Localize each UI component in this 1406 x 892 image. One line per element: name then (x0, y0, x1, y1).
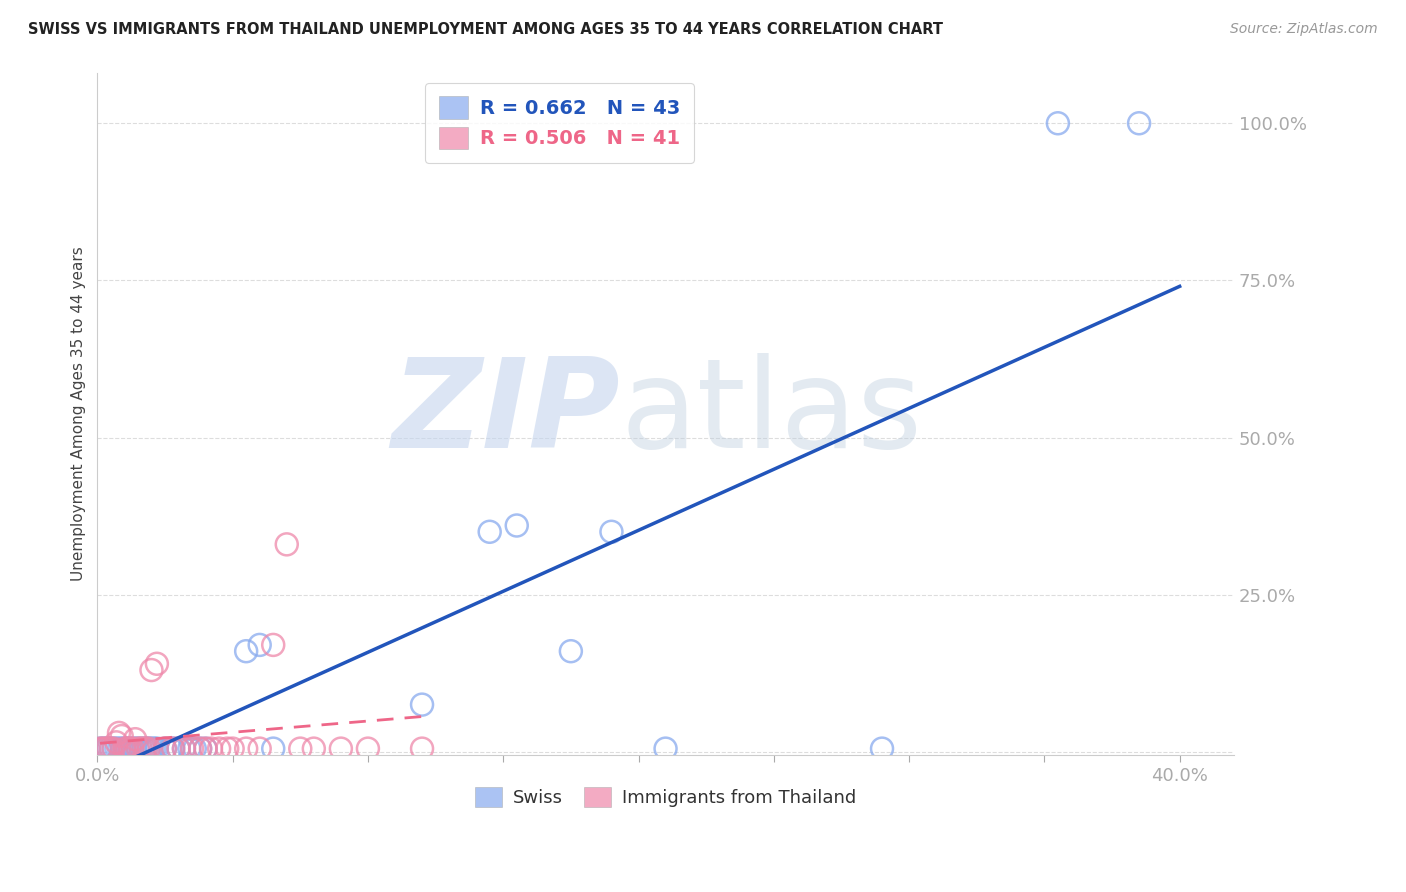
Point (141, 663, 163, 677)
Point (235, 644, 257, 658)
Point (112, 741, 135, 756)
Text: SWISS VS IMMIGRANTS FROM THAILAND UNEMPLOYMENT AMONG AGES 35 TO 44 YEARS CORRELA: SWISS VS IMMIGRANTS FROM THAILAND UNEMPL… (28, 22, 943, 37)
Point (111, 741, 134, 756)
Point (208, 741, 231, 756)
Point (217, 741, 239, 756)
Point (132, 741, 155, 756)
Point (153, 741, 176, 756)
Point (179, 741, 201, 756)
Point (91, 741, 114, 756)
Point (97, 741, 120, 756)
Point (262, 741, 284, 756)
Point (112, 741, 135, 756)
Legend: Swiss, Immigrants from Thailand: Swiss, Immigrants from Thailand (467, 780, 863, 814)
Point (141, 741, 163, 756)
Point (560, 644, 582, 658)
Point (506, 518, 529, 533)
Text: ZIP: ZIP (391, 353, 620, 475)
Point (159, 741, 181, 756)
Point (167, 741, 190, 756)
Point (146, 741, 169, 756)
Point (302, 741, 325, 756)
Point (184, 741, 207, 756)
Point (357, 741, 380, 756)
Point (173, 741, 195, 756)
Point (135, 741, 157, 756)
Point (153, 741, 176, 756)
Point (146, 657, 169, 671)
Point (121, 741, 143, 756)
Point (111, 729, 134, 743)
Point (188, 741, 211, 756)
Point (276, 537, 298, 551)
Point (121, 741, 143, 756)
Point (235, 741, 257, 756)
Point (194, 741, 217, 756)
Point (221, 741, 243, 756)
Point (200, 741, 222, 756)
Point (188, 741, 211, 756)
Point (162, 741, 184, 756)
Point (411, 741, 433, 756)
Point (124, 741, 146, 756)
Point (89, 741, 111, 756)
Point (167, 741, 190, 756)
Point (411, 698, 433, 712)
Text: atlas: atlas (620, 353, 922, 475)
Point (129, 741, 152, 756)
Point (127, 741, 149, 756)
Point (1128, 116, 1150, 130)
Point (138, 741, 160, 756)
Text: Source: ZipAtlas.com: Source: ZipAtlas.com (1230, 22, 1378, 37)
Point (138, 741, 160, 756)
Point (89, 741, 111, 756)
Point (118, 741, 141, 756)
Point (105, 735, 128, 749)
Point (194, 741, 217, 756)
Point (108, 726, 131, 740)
Point (249, 638, 271, 652)
Point (132, 741, 155, 756)
Point (143, 741, 166, 756)
Point (329, 741, 352, 756)
Point (100, 741, 122, 756)
Point (478, 524, 501, 539)
Point (105, 741, 128, 756)
Point (870, 741, 893, 756)
Point (129, 741, 152, 756)
Point (162, 741, 184, 756)
Point (94, 741, 117, 756)
Point (1046, 116, 1069, 130)
Point (290, 741, 312, 756)
Point (115, 741, 138, 756)
Point (127, 741, 149, 756)
Point (94, 741, 117, 756)
Point (124, 732, 146, 747)
Point (103, 741, 125, 756)
Point (262, 638, 284, 652)
Point (135, 741, 157, 756)
Point (103, 741, 125, 756)
Point (91, 741, 114, 756)
Point (100, 741, 122, 756)
Point (173, 741, 195, 756)
Point (118, 741, 141, 756)
Point (654, 741, 676, 756)
Point (181, 741, 204, 756)
Point (600, 524, 623, 539)
Point (249, 741, 271, 756)
Point (97, 741, 120, 756)
Point (115, 741, 138, 756)
Point (108, 741, 131, 756)
Y-axis label: Unemployment Among Ages 35 to 44 years: Unemployment Among Ages 35 to 44 years (72, 246, 86, 582)
